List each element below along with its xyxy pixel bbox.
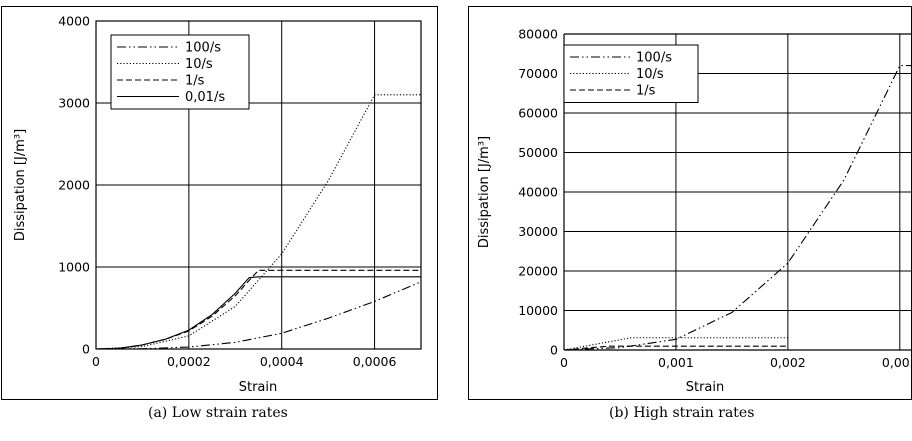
legend-label: 10/s [636,67,664,82]
x-tick-label: 0,0002 [167,354,211,369]
legend-label: 1/s [185,74,205,89]
y-tick-label: 2000 [58,178,90,193]
series-group [564,65,911,351]
series-line-100-s [564,65,911,351]
y-tick-label: 70000 [518,66,558,81]
series-line-0-01-s [96,276,421,350]
x-tick-label: 0,0004 [260,354,304,369]
y-tick-label: 40000 [518,185,558,200]
legend-label: 10/s [185,57,213,72]
x-tick-label: 0,002 [770,355,806,370]
y-tick-label: 80000 [518,27,558,42]
y-tick-label: 1000 [58,260,90,275]
series-line-100-s [96,281,421,350]
chart-panel-b: 0 0,001 0,002 0,003 0 10000 20000 30000 40000 500… [477,27,912,396]
y-axis-label: Dissipation [J/m³] [477,136,492,248]
legend-label: 1/s [636,84,656,99]
legend-box [110,34,250,110]
y-tick-label: 20000 [518,264,558,279]
plot-area [95,20,422,350]
y-tick-label: 60000 [518,106,558,121]
series-line-10-s [564,337,788,351]
x-tick-label: 0,001 [658,355,694,370]
y-tick-label: 50000 [518,145,558,160]
series-line-1-s [96,269,421,350]
chart-panel-a: 0 0,0002 0,0004 0,0006 0 1000 2000 3000 4000 Stra… [13,14,422,395]
y-tick-label: 0 [82,342,90,357]
caption-a: (a) Low strain rates [148,405,288,421]
y-tick-label: 0 [550,343,558,358]
x-axis-label: Strain [239,380,278,395]
x-axis-label: Strain [686,380,725,395]
legend-label: 100/s [185,41,221,56]
x-tick-label: 0 [560,355,568,370]
legend-label: 0,01/s [185,90,225,105]
x-tick-label: 0,0006 [353,354,397,369]
y-axis-label: Dissipation [J/m³] [13,129,28,241]
x-tick-label: 0,003 [882,355,912,370]
legend-label: 100/s [636,51,672,66]
panel-a-frame [1,6,438,400]
caption-b: (b) High strain rates [609,405,755,421]
series-group [96,94,421,350]
y-tick-label: 4000 [58,14,90,29]
y-tick-label: 30000 [518,224,558,239]
series-line-10-s [96,94,421,350]
y-tick-label: 10000 [518,303,558,318]
x-tick-label: 0 [92,354,100,369]
legend-box [563,44,699,103]
series-line-1-s [564,345,788,351]
y-tick-label: 3000 [58,96,90,111]
